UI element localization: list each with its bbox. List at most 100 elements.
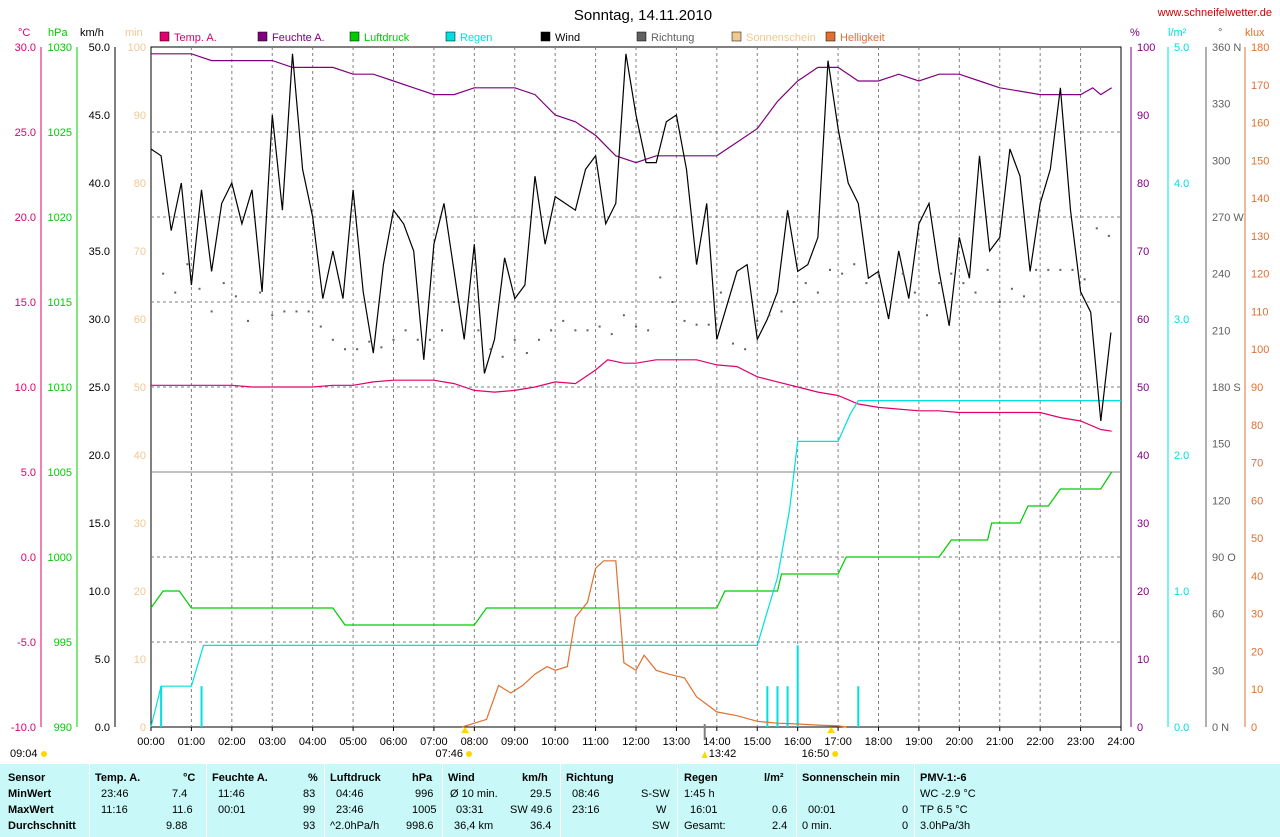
brightness-axis-tick: 120 [1251,269,1269,281]
wind-direction-dot [610,333,613,336]
summary-cell: 99 [303,804,316,816]
time-tick-label: 17:00 [824,736,852,748]
pressure-axis-unit: hPa [48,27,68,39]
wind-direction-dot [331,338,334,341]
humidity-axis-tick: 90 [1137,110,1149,122]
pressure-axis-tick: 1030 [48,42,72,54]
sun-axis-tick: 20 [134,586,146,598]
summary-cell: 36,4 km [454,820,494,832]
brightness-axis-tick: 70 [1251,458,1263,470]
wind-direction-dot [295,310,298,313]
legend-label: Luftdruck [364,32,410,44]
time-tick-label: 18:00 [865,736,893,748]
wind-direction-dot [174,291,177,294]
brightness-axis-tick: 20 [1251,646,1263,658]
humidity-axis-tick: 100 [1137,42,1155,54]
summary-cell: 2.4 [772,820,788,832]
rain-axis-tick: 5.0 [1174,42,1189,54]
wind-direction-dot [307,310,310,313]
summary-cell: 0 [902,804,909,816]
summary-cell: SW 49.6 [510,804,553,816]
weather-chart: Sonntag, 14.11.2010 www.schneifelwetter.d… [10,7,1272,760]
brightness-axis-tick: 90 [1251,382,1263,394]
wind-direction-dot [404,329,407,332]
legend-label: Richtung [651,32,694,44]
direction-axis-tick: 330 [1212,99,1230,111]
wind-direction-dot [441,329,443,332]
summary-header-wind: Wind [448,772,475,784]
brightness-axis-tick: 80 [1251,420,1263,432]
time-tick-label: 05:00 [339,736,367,748]
wind-direction-dot [1023,295,1025,298]
brightness-axis-tick: 30 [1251,609,1263,621]
wind-direction-dot [707,323,710,326]
humidity-axis-tick: 70 [1137,246,1149,258]
wind-direction-dot [489,348,492,351]
summary-header-pmv: PMV-1:-6 [920,772,967,784]
wind-direction-dot [162,272,165,275]
wind-direction-dot [962,282,965,285]
wind-direction-dot [319,325,322,328]
wind-axis-tick: 10.0 [89,586,110,598]
direction-axis-unit: ° [1218,27,1222,39]
direction-axis-tick: 0 N [1212,722,1229,734]
temp-axis-unit: °C [18,27,30,39]
legend-label: Wind [555,32,580,44]
rain-axis-tick: 2.0 [1174,450,1189,462]
wind-axis-tick: 0.0 [95,722,110,734]
summary-cell: 998.6 [406,820,434,832]
chart-title: Sonntag, 14.11.2010 [574,7,712,24]
series-rain-cumulative-line [150,400,1121,728]
sun-axis-unit: min [125,27,143,39]
wind-direction-dot [428,338,431,341]
summary-divider [677,764,678,837]
wind-direction-dot [562,319,565,322]
wind-axis-tick: 5.0 [95,654,110,666]
wind-direction-dot [719,291,722,294]
wind-direction-dot [1035,268,1038,271]
brightness-axis-tick: 130 [1251,231,1269,243]
summary-cell: ^2.0hPa/h [330,820,380,832]
time-tick-label: 23:00 [1067,736,1095,748]
legend-label: Sonnenschein [746,32,816,44]
wind-direction-dot [792,301,795,303]
wind-direction-dot [853,263,856,266]
brightness-axis-unit: klux [1245,27,1265,39]
summary-cell: 1:45 h [684,788,715,800]
temp-axis-tick: 15.0 [15,297,36,309]
wind-direction-dot [816,291,819,294]
sunset-time: 16:50 [802,748,830,760]
time-tick-label: 10:00 [541,736,569,748]
wind-direction-dot [683,319,686,322]
pressure-axis-tick: 1020 [48,212,72,224]
wind-direction-dot [635,325,637,328]
summary-cell: 29.5 [530,788,552,800]
humidity-axis-tick: 60 [1137,314,1149,326]
sun-axis-tick: 60 [134,314,146,326]
summary-header-pressure-unit: hPa [412,772,433,784]
brightness-axis-tick: 60 [1251,495,1263,507]
wind-direction-dot [768,314,771,317]
wind-direction-dot [477,329,480,332]
wind-direction-dot [780,310,783,313]
wind-direction-dot [271,314,274,317]
summary-cell: Ø 10 min. [450,788,498,800]
sunset-icon [832,751,839,757]
time-tick-label: 08:00 [461,736,489,748]
time-tick-label: 11:00 [582,736,609,748]
wind-direction-dot [356,348,359,351]
time-tick-label: 06:00 [380,736,408,748]
legend-label: Feuchte A. [272,32,325,44]
summary-cell: 08:46 [572,788,600,800]
wind-direction-dot [1071,268,1074,271]
wind-direction-dot [550,329,553,332]
wind-axis-tick: 50.0 [89,42,110,54]
summary-cell: W [656,804,667,816]
humidity-axis-tick: 0 [1137,722,1143,734]
humidity-axis-tick: 80 [1137,178,1149,190]
summary-cell: 1005 [412,804,437,816]
temp-axis-tick: -5.0 [17,637,36,649]
wind-direction-dot [283,310,286,313]
wind-direction-dot [1095,227,1098,230]
sun-axis-tick: 50 [134,382,146,394]
